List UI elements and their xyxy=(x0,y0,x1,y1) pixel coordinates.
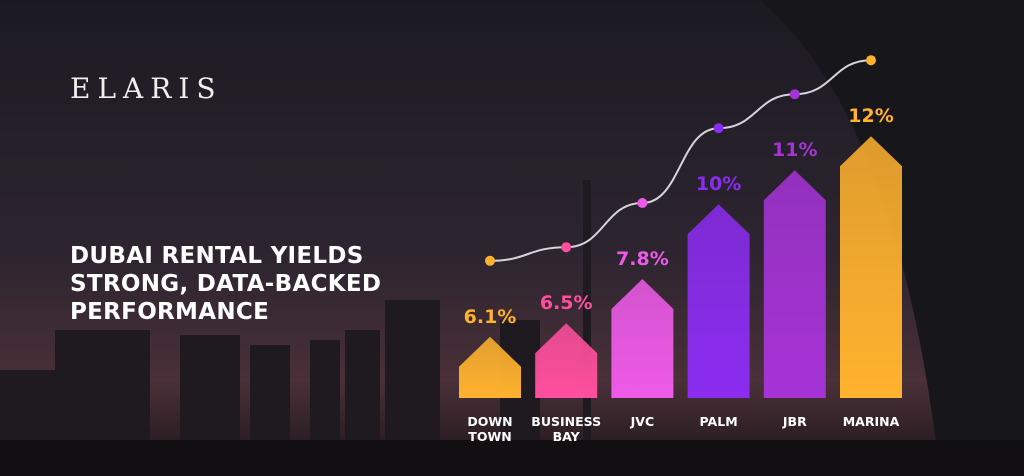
value-label: 12% xyxy=(848,105,893,127)
value-label: 6.5% xyxy=(540,292,593,314)
x-tick-label: JVC xyxy=(630,414,655,429)
bar xyxy=(535,323,598,398)
value-label: 6.1% xyxy=(464,306,517,328)
x-tick-label: MARINA xyxy=(842,414,900,429)
bar xyxy=(611,279,674,398)
water xyxy=(0,440,1024,476)
trend-dot xyxy=(637,198,648,208)
x-tick-label: BUSINESS BAY xyxy=(531,414,602,444)
trend-dot xyxy=(866,55,876,66)
bar xyxy=(459,336,521,398)
x-tick-label: DOWN TOWN xyxy=(467,414,513,444)
x-tick-label: JBR xyxy=(782,414,807,429)
value-label: 7.8% xyxy=(616,248,669,270)
chart-title: STRONG, DATA-BACKED xyxy=(70,271,382,297)
chart-title: DUBAI RENTAL YIELDS xyxy=(70,243,364,269)
trend-dot xyxy=(789,89,800,100)
value-label: 11% xyxy=(772,139,817,161)
bar xyxy=(763,170,826,398)
bar xyxy=(687,204,750,398)
trend-dot xyxy=(561,242,572,253)
value-label: 10% xyxy=(696,173,741,195)
brand-logo: ELARIS xyxy=(70,72,223,105)
chart-title: PERFORMANCE xyxy=(70,299,270,325)
bridge xyxy=(760,0,1024,476)
trend-dot xyxy=(713,123,724,134)
x-tick-label: PALM xyxy=(699,414,738,429)
trend-dot xyxy=(485,255,495,266)
bar xyxy=(840,136,902,398)
